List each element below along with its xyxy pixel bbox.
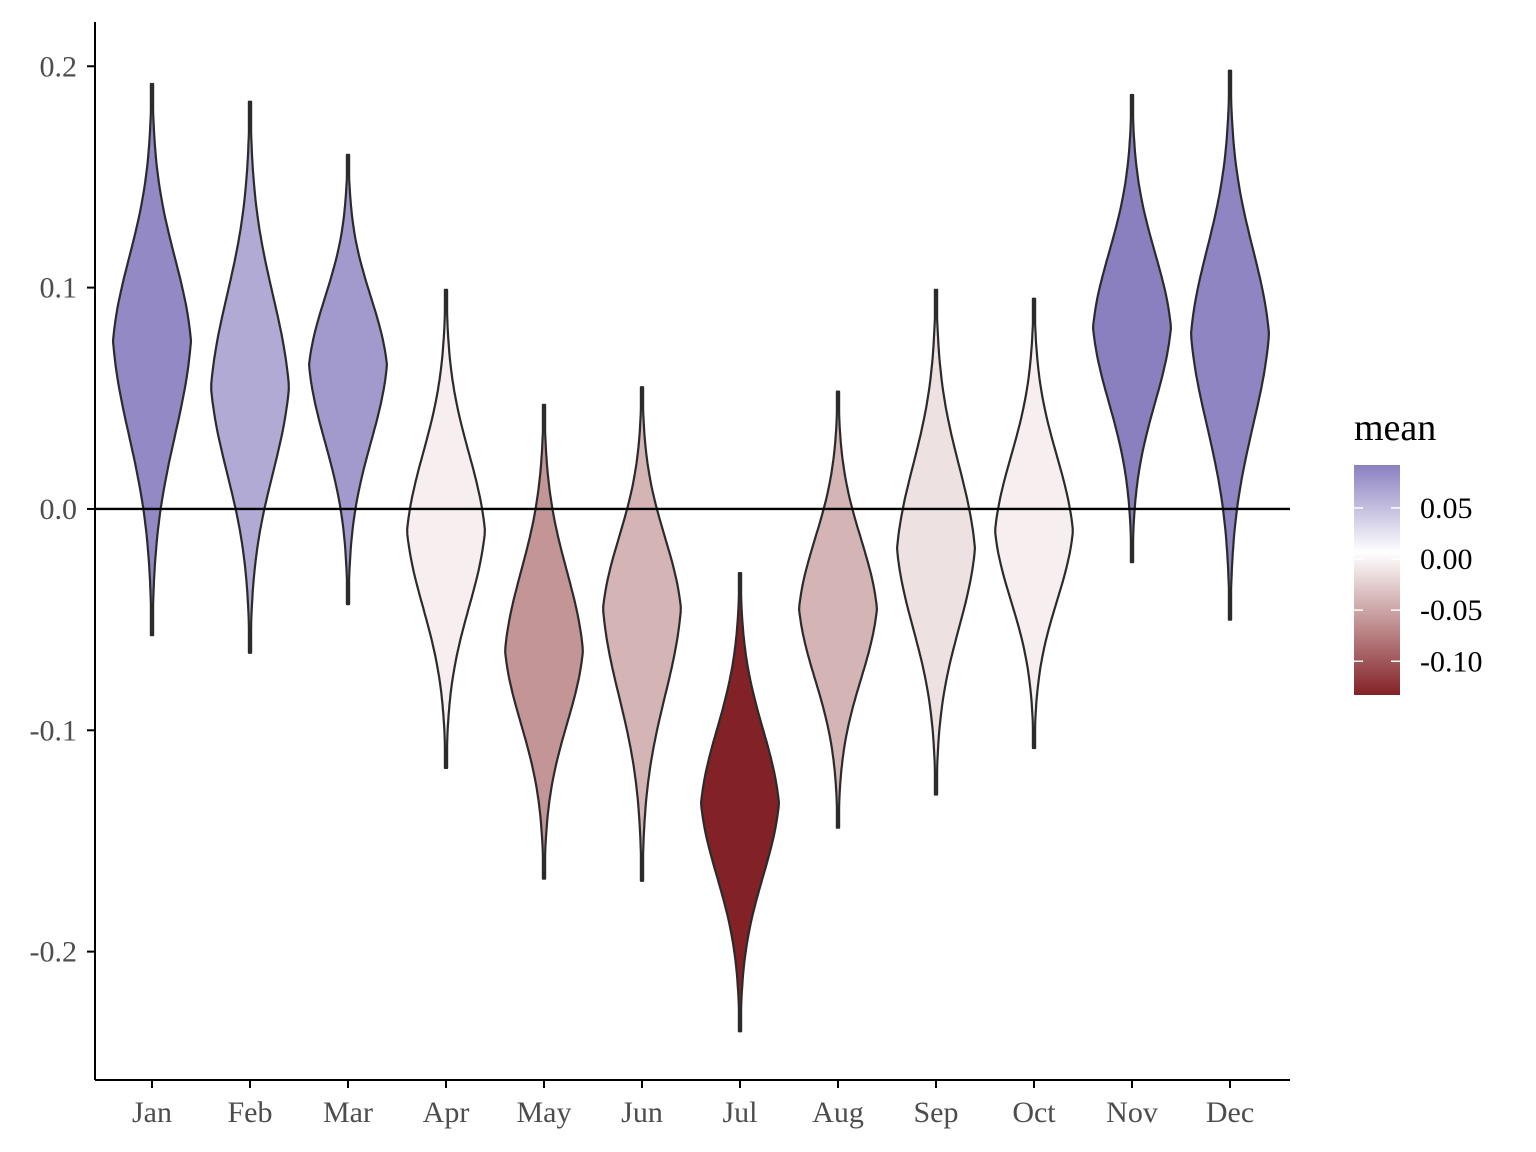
violin-sep (896, 288, 976, 796)
violin-dec (1190, 69, 1270, 621)
y-tick-label: 0.1 (40, 272, 78, 305)
x-tick-label-mar: Mar (323, 1096, 373, 1129)
x-axis-ticks: Jan Feb Mar Apr May Jun Jul Aug Sep Oct Nov Dec (132, 1080, 1254, 1129)
x-tick-label-oct: Oct (1012, 1096, 1056, 1129)
x-tick-label-sep: Sep (914, 1096, 959, 1129)
violin-nov (1092, 93, 1172, 564)
legend-label: 0.05 (1420, 492, 1473, 525)
legend-label: -0.05 (1420, 594, 1483, 627)
violin-jul (700, 572, 780, 1033)
y-tick-label: -0.2 (30, 936, 78, 969)
y-tick-label: 0.0 (40, 493, 78, 526)
violin-mar (308, 153, 388, 606)
x-tick-label-jun: Jun (621, 1096, 663, 1129)
x-tick-label-jul: Jul (722, 1096, 757, 1129)
violin-jan (111, 82, 193, 637)
legend-colorbar (1354, 465, 1400, 695)
y-tick-label: 0.2 (40, 50, 78, 83)
legend: mean 0.05 0.00 -0.05 -0.10 (1354, 407, 1483, 695)
x-tick-label-jan: Jan (132, 1096, 172, 1129)
violin-may (504, 403, 584, 880)
legend-ticks: 0.05 0.00 -0.05 -0.10 (1354, 492, 1483, 678)
x-tick-label-dec: Dec (1206, 1096, 1254, 1129)
x-tick-label-aug: Aug (812, 1096, 864, 1129)
violin-jun (602, 386, 682, 882)
x-tick-label-may: May (517, 1096, 572, 1129)
violin-aug (798, 390, 878, 829)
x-tick-label-feb: Feb (228, 1096, 273, 1129)
y-axis-ticks: 0.2 0.1 0.0 -0.1 -0.2 (30, 50, 95, 969)
x-tick-label-apr: Apr (423, 1096, 470, 1129)
violin-apr (406, 288, 486, 769)
legend-label: -0.10 (1420, 645, 1483, 678)
legend-title: mean (1354, 407, 1436, 449)
legend-label: 0.00 (1420, 543, 1473, 576)
violin-feb (210, 100, 290, 654)
violins-layer (111, 69, 1270, 1033)
violin-oct (994, 297, 1074, 750)
y-tick-label: -0.1 (30, 714, 78, 747)
x-tick-label-nov: Nov (1106, 1096, 1158, 1129)
